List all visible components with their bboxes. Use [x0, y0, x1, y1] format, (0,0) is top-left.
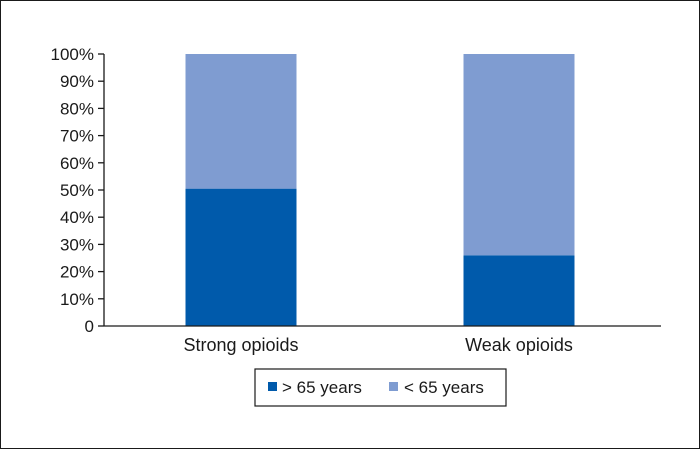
- bar-under-65-strong: [185, 54, 297, 189]
- bar-over-65-weak: [463, 255, 575, 326]
- y-tick-label: 0: [85, 317, 94, 336]
- y-tick-label: 100%: [51, 45, 94, 64]
- y-tick-label: 20%: [60, 263, 94, 282]
- x-axis: Strong opioids Weak opioids: [104, 325, 661, 355]
- x-category-label: Strong opioids: [183, 335, 298, 355]
- y-tick-label: 30%: [60, 235, 94, 254]
- y-tick-label: 70%: [60, 127, 94, 146]
- legend-box: [254, 368, 507, 407]
- legend-label-over-65: > 65 years: [282, 378, 362, 397]
- y-tick-label: 10%: [60, 290, 94, 309]
- bar-under-65-weak: [463, 54, 575, 256]
- y-tick-label: 60%: [60, 154, 94, 173]
- legend-label-under-65: < 65 years: [404, 378, 484, 397]
- y-axis: 0 10% 20% 30% 40% 50% 60% 70% 80% 90% 100%: [51, 45, 105, 336]
- x-category-label: Weak opioids: [465, 335, 573, 355]
- bar-over-65-strong: [185, 188, 297, 326]
- y-tick-label: 50%: [60, 181, 94, 200]
- y-tick-label: 90%: [60, 72, 94, 91]
- y-tick-label: 80%: [60, 99, 94, 118]
- legend-swatch-over-65: [268, 382, 277, 391]
- legend-swatch-under-65: [389, 382, 398, 391]
- y-tick-label: 40%: [60, 208, 94, 227]
- bar-group: [185, 54, 575, 326]
- legend: > 65 years < 65 years: [254, 368, 507, 407]
